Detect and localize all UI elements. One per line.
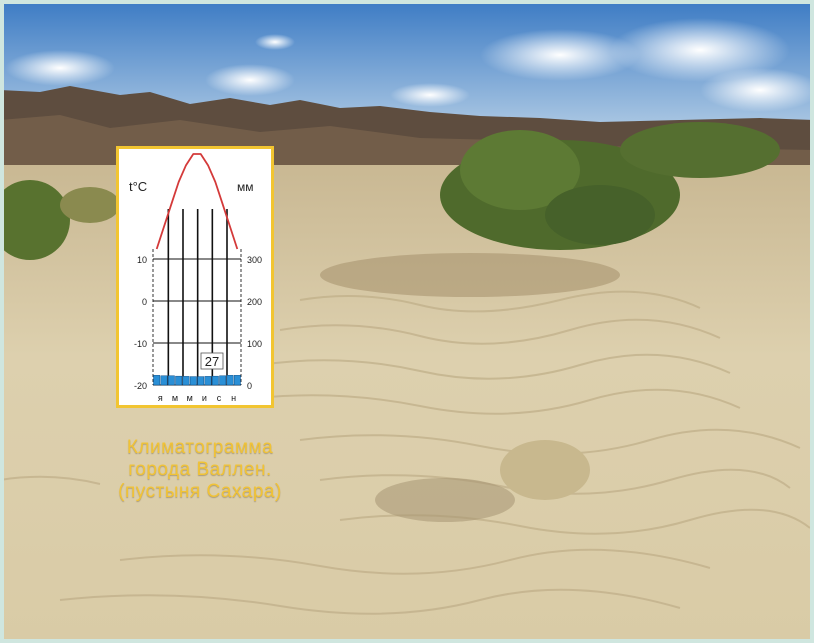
precip-bar xyxy=(219,375,227,386)
dry-tuft xyxy=(375,440,590,522)
precip-bar xyxy=(167,375,175,386)
month-label: м xyxy=(187,393,193,403)
temp-tick-label: -20 xyxy=(134,381,147,391)
precip-bar xyxy=(182,376,190,386)
caption-line-1: Климатограмма xyxy=(126,437,274,458)
precip-bar xyxy=(226,375,234,386)
month-label: и xyxy=(202,393,207,403)
precip-tick-label: 200 xyxy=(247,297,262,307)
temp-tick-label: 0 xyxy=(142,297,147,307)
shrub-large xyxy=(440,122,780,250)
precip-bar xyxy=(211,375,219,386)
caption-line-2: города Валлен. xyxy=(128,459,272,480)
precip-tick-label: 0 xyxy=(247,381,252,391)
climatogram-card: t°C мм 10 300 0 200 -10 100 -20 0 27 я м м и с н xyxy=(116,146,274,408)
temperature-curve xyxy=(155,153,239,250)
precip-bar xyxy=(175,375,183,386)
clouds xyxy=(5,18,814,112)
month-label: м xyxy=(172,393,178,403)
annual-precip-box xyxy=(200,352,224,370)
precip-bar xyxy=(197,376,205,386)
precip-bar xyxy=(233,375,241,386)
shrub-left xyxy=(0,180,120,260)
month-label: я xyxy=(158,393,163,403)
precip-tick-label: 300 xyxy=(247,255,262,265)
caption-line-3: (пустыня Сахара) xyxy=(118,481,282,502)
shrub-shadow xyxy=(320,253,620,297)
month-label: н xyxy=(231,393,236,403)
precip-bar xyxy=(153,375,161,386)
annual-precip-label: 27 xyxy=(205,354,219,369)
precip-bar xyxy=(189,376,197,386)
precip-unit-label: мм xyxy=(237,180,254,194)
caption: Климатограмма города Валлен. (пустыня Са… xyxy=(60,437,340,503)
temp-unit-label: t°C xyxy=(129,179,147,194)
month-label: с xyxy=(217,393,222,403)
temp-tick-label: 10 xyxy=(137,255,147,265)
temp-tick-label: -10 xyxy=(134,339,147,349)
precip-bar xyxy=(204,376,212,386)
precip-tick-label: 100 xyxy=(247,339,262,349)
precip-bar xyxy=(160,375,168,386)
